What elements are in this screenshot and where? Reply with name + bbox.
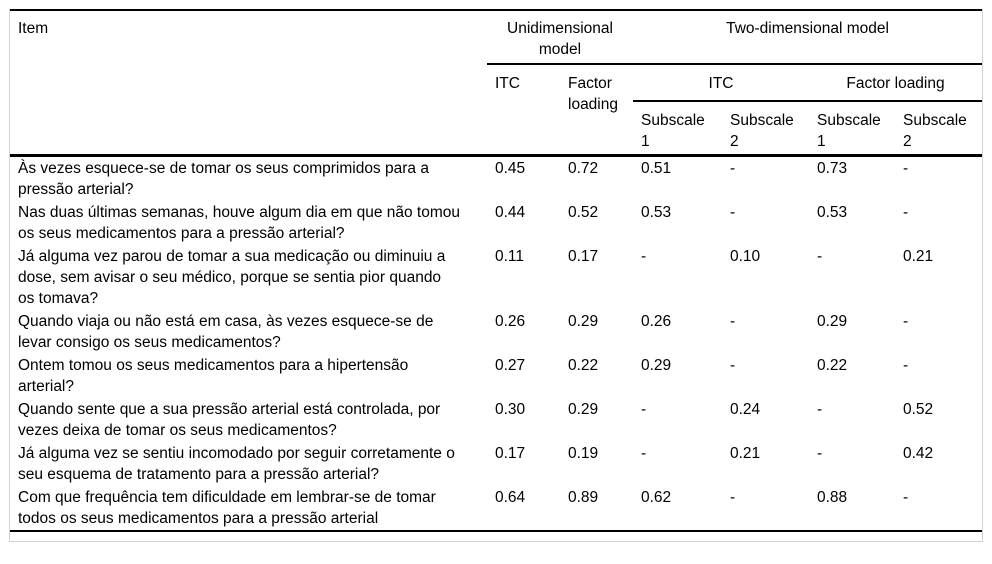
value-cell: - bbox=[903, 313, 909, 330]
header-row-groups: Item Unidimensional model Two-dimensiona… bbox=[10, 9, 983, 157]
results-table: Item Unidimensional model Two-dimensiona… bbox=[10, 9, 983, 532]
table-body: Às vezes esquece-se de tomar os seus com… bbox=[10, 156, 983, 532]
value-cell: 0.11 bbox=[495, 248, 525, 265]
item-text: Com que frequência tem dificuldade em le… bbox=[10, 486, 487, 532]
item-text: Já alguma vez parou de tomar a sua medic… bbox=[18, 248, 446, 307]
value-cell: 0.62 bbox=[633, 486, 722, 532]
value-cell: 0.42 bbox=[903, 445, 934, 462]
value-cell: 0.24 bbox=[730, 401, 761, 418]
value-cell: 0.26 bbox=[641, 313, 672, 330]
table-row: Quando viaja ou não está em casa, às vez… bbox=[10, 310, 982, 354]
col-group-itc-two-dimensional: ITC bbox=[633, 64, 809, 102]
value-cell: 0.29 bbox=[817, 313, 848, 330]
table-row: Já alguma vez se sentiu incomodado por s… bbox=[10, 442, 982, 486]
value-cell: - bbox=[730, 357, 736, 374]
col-header-factor-loading-unidimensional: Factor loading bbox=[560, 64, 633, 157]
table-row: Nas duas últimas semanas, houve algum di… bbox=[10, 201, 982, 245]
col-group-factor-loading-two-dimensional: Factor loading bbox=[809, 64, 983, 102]
value-cell: 0.19 bbox=[568, 445, 599, 462]
table-header: Item Unidimensional model Two-dimensiona… bbox=[10, 9, 983, 157]
item-text: Ontem tomou os seus medicamentos para a … bbox=[18, 357, 409, 395]
item-text: Às vezes esquece-se de tomar os seus com… bbox=[18, 160, 429, 198]
value-cell: - bbox=[722, 486, 809, 532]
value-cell: 0.45 bbox=[495, 160, 526, 177]
value-cell: 0.53 bbox=[817, 204, 848, 221]
item-text: Nas duas últimas semanas, houve algum di… bbox=[18, 204, 460, 242]
value-cell: - bbox=[817, 401, 823, 418]
value-cell: 0.89 bbox=[560, 486, 633, 532]
value-cell: 0.29 bbox=[568, 401, 599, 418]
value-cell: 0.10 bbox=[730, 248, 761, 265]
value-cell: 0.27 bbox=[495, 357, 526, 374]
value-cell: 0.44 bbox=[495, 204, 526, 221]
value-cell: 0.22 bbox=[817, 357, 848, 374]
col-header-itc-subscale-2: Subscale 2 bbox=[722, 101, 809, 157]
value-cell: 0.64 bbox=[487, 486, 560, 532]
value-cell: - bbox=[641, 445, 647, 462]
value-cell: 0.17 bbox=[568, 248, 599, 265]
table-row: Às vezes esquece-se de tomar os seus com… bbox=[10, 156, 982, 202]
value-cell: 0.52 bbox=[903, 401, 934, 418]
value-cell: 0.51 bbox=[641, 160, 672, 177]
value-cell: - bbox=[817, 445, 823, 462]
value-cell: 0.73 bbox=[817, 160, 848, 177]
value-cell: - bbox=[903, 204, 909, 221]
header-row-subscales: Subscale 1 Subscale 2 Subscale 1 Subscal… bbox=[10, 101, 983, 157]
value-cell: 0.29 bbox=[568, 313, 599, 330]
value-cell: - bbox=[903, 357, 909, 374]
value-cell: - bbox=[730, 160, 736, 177]
col-header-factor-loading-subscale-2: Subscale 2 bbox=[895, 101, 983, 157]
col-group-two-dimensional-model: Two-dimensional model bbox=[633, 9, 983, 65]
value-cell: - bbox=[817, 248, 823, 265]
value-cell: 0.53 bbox=[641, 204, 672, 221]
item-text: Quando sente que a sua pressão arterial … bbox=[18, 401, 441, 439]
value-cell: 0.88 bbox=[809, 486, 895, 532]
table-frame: Item Unidimensional model Two-dimensiona… bbox=[9, 9, 983, 542]
col-group-unidimensional-model: Unidimensional model bbox=[487, 9, 633, 65]
value-cell: 0.21 bbox=[730, 445, 761, 462]
table-row: Quando sente que a sua pressão arterial … bbox=[10, 398, 982, 442]
value-cell: 0.21 bbox=[903, 248, 934, 265]
value-cell: - bbox=[641, 248, 647, 265]
col-header-itc-subscale-1: Subscale 1 bbox=[633, 101, 722, 157]
value-cell: 0.52 bbox=[568, 204, 599, 221]
col-header-itc-unidimensional: ITC bbox=[487, 64, 560, 157]
value-cell: 0.29 bbox=[641, 357, 672, 374]
value-cell: 0.17 bbox=[495, 445, 526, 462]
item-text: Já alguma vez se sentiu incomodado por s… bbox=[18, 445, 455, 483]
header-row-measures: ITC Factor loading ITC Factor loading bbox=[10, 64, 983, 157]
table-row: Ontem tomou os seus medicamentos para a … bbox=[10, 354, 982, 398]
value-cell: - bbox=[895, 486, 983, 532]
value-cell: 0.30 bbox=[495, 401, 526, 418]
col-header-factor-loading-subscale-1: Subscale 1 bbox=[809, 101, 895, 157]
value-cell: - bbox=[903, 160, 909, 177]
value-cell: - bbox=[730, 313, 736, 330]
value-cell: 0.22 bbox=[568, 357, 599, 374]
value-cell: 0.26 bbox=[495, 313, 526, 330]
item-text: Quando viaja ou não está em casa, às vez… bbox=[18, 313, 434, 351]
col-header-item: Item bbox=[10, 9, 487, 157]
value-cell: - bbox=[641, 401, 647, 418]
value-cell: 0.72 bbox=[568, 160, 599, 177]
table-row: Com que frequência tem dificuldade em le… bbox=[10, 486, 983, 532]
table-row: Já alguma vez parou de tomar a sua medic… bbox=[10, 245, 982, 310]
value-cell: - bbox=[730, 204, 736, 221]
